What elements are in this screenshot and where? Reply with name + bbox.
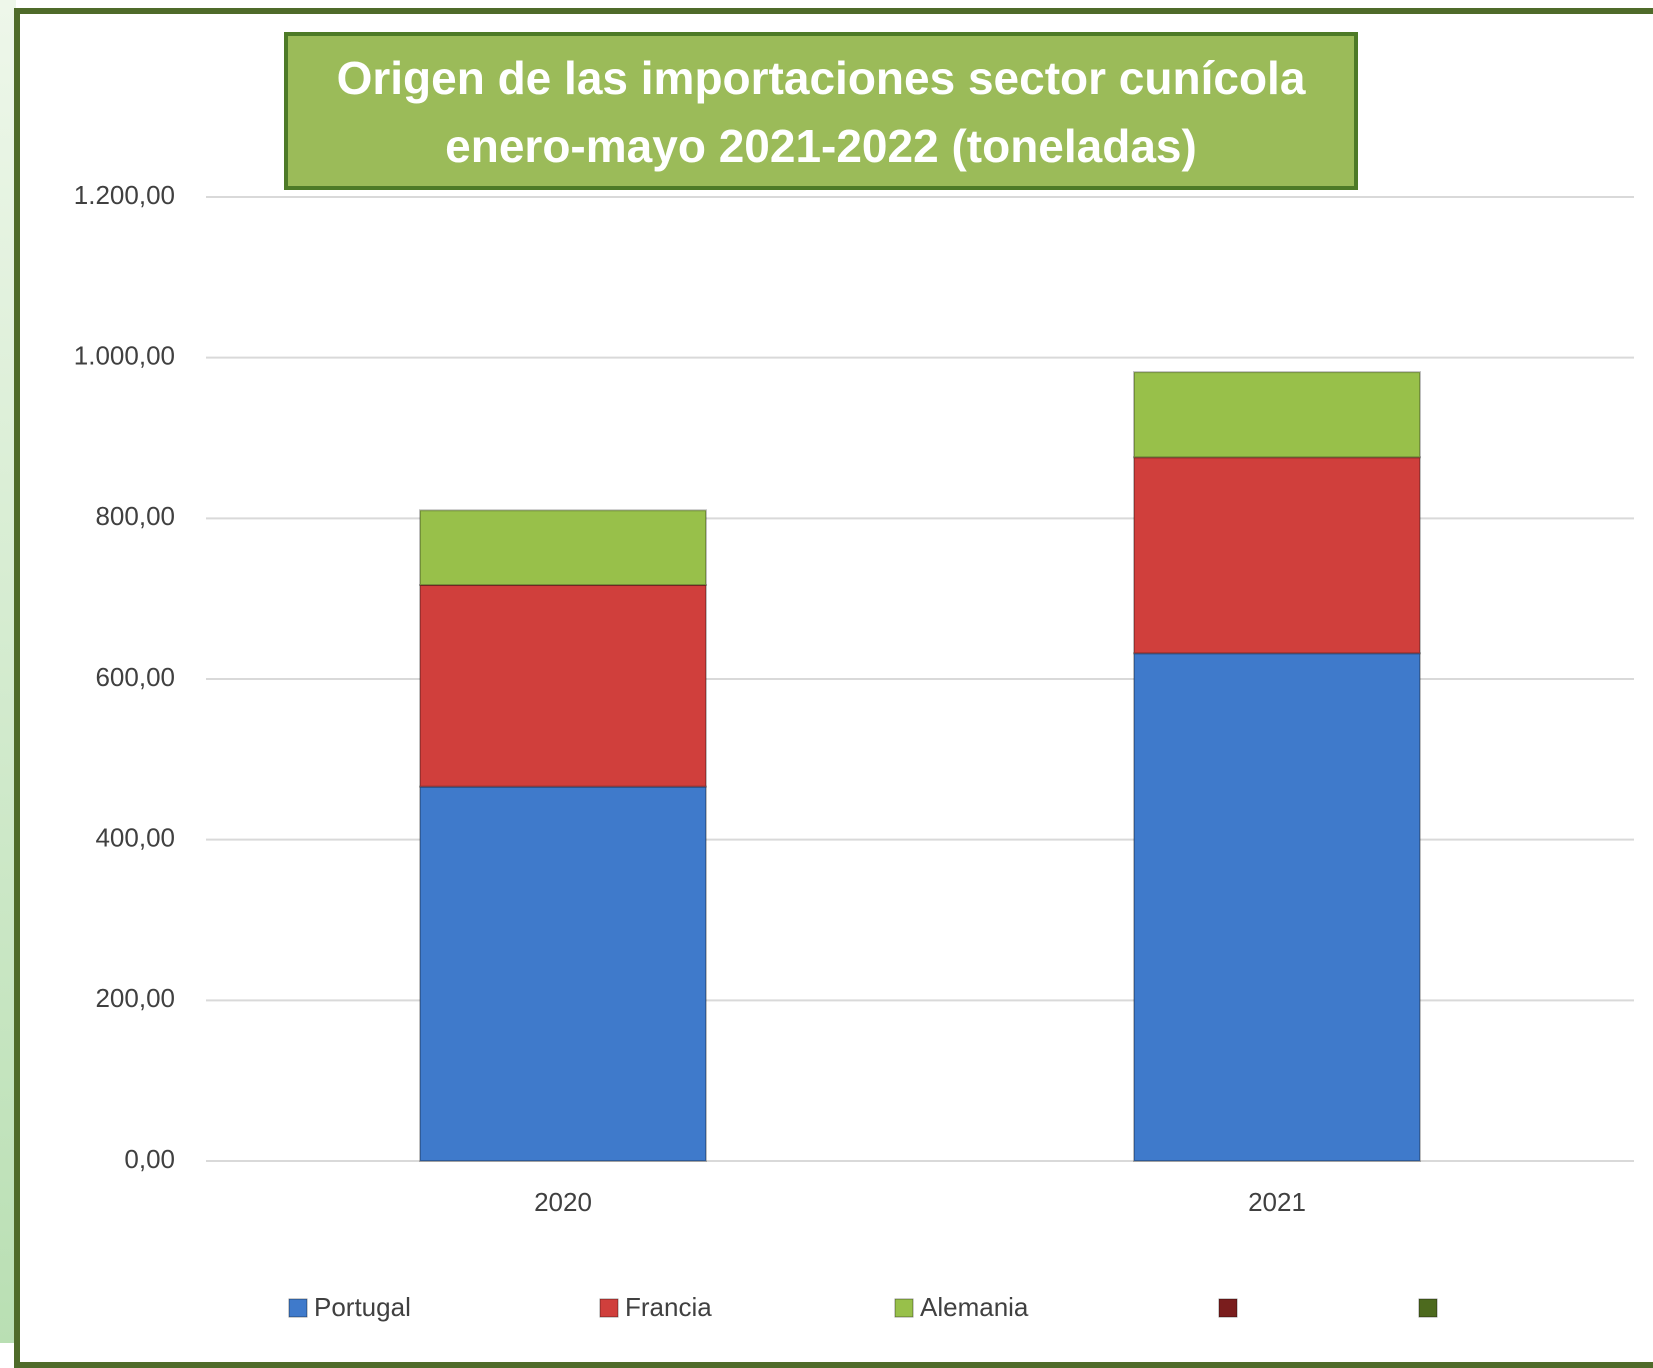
y-tick-label: 600,00 xyxy=(95,662,175,692)
bar-segment xyxy=(419,509,707,587)
side-strip xyxy=(0,0,16,1343)
y-tick-label: 200,00 xyxy=(95,983,175,1013)
legend-swatch xyxy=(1218,1298,1238,1318)
y-tick-label: 800,00 xyxy=(95,501,175,531)
legend-swatch xyxy=(1418,1298,1438,1318)
bar-segment xyxy=(419,584,707,788)
legend-swatch xyxy=(288,1298,308,1318)
bar-segment xyxy=(419,785,707,1162)
legend-label: Portugal xyxy=(314,1292,411,1322)
y-tick-label: 0,00 xyxy=(124,1144,175,1174)
y-tick-label: 1.200,00 xyxy=(74,180,175,210)
x-tick-label: 2020 xyxy=(534,1187,592,1217)
y-tick-label: 400,00 xyxy=(95,823,175,853)
bar-segment xyxy=(1133,456,1421,655)
legend-label: Alemania xyxy=(920,1292,1029,1322)
x-tick-label: 2021 xyxy=(1248,1187,1306,1217)
y-tick-label: 1.000,00 xyxy=(74,341,175,371)
bar-segment xyxy=(1133,371,1421,459)
legend-swatch xyxy=(894,1298,914,1318)
chart-title: Origen de las importaciones sector cuníc… xyxy=(284,32,1358,190)
legend-label: Francia xyxy=(625,1292,712,1322)
bar-segment xyxy=(1133,652,1421,1162)
legend-swatch xyxy=(599,1298,619,1318)
